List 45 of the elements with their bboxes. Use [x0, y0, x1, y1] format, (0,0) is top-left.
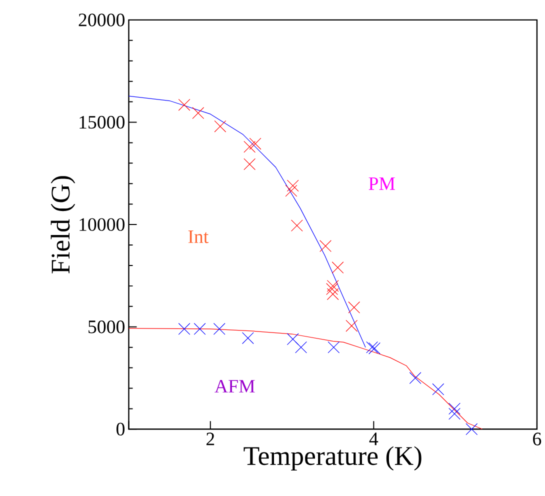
point [409, 372, 422, 384]
point [192, 107, 204, 119]
point [290, 220, 303, 232]
point [448, 408, 460, 420]
point [326, 280, 339, 292]
annotation: Int [188, 230, 209, 244]
x-tick-label: 4 [369, 432, 378, 446]
point [368, 342, 380, 354]
x-tick-label: 2 [206, 432, 214, 446]
point [178, 322, 190, 335]
point [328, 341, 340, 354]
point [286, 333, 299, 346]
point [244, 158, 256, 170]
point [242, 332, 254, 344]
y-tick-label: 15000 [80, 116, 125, 129]
point [432, 383, 444, 396]
point [366, 341, 378, 354]
line-series [128, 96, 366, 348]
point [466, 423, 478, 436]
point [326, 283, 338, 295]
annotation: PM [368, 177, 395, 190]
point [285, 184, 298, 197]
y-tick-label: 0 [116, 422, 125, 436]
point [295, 341, 307, 354]
annotation: AFM [214, 380, 255, 392]
point [249, 138, 262, 150]
point [346, 320, 358, 332]
line-series [128, 328, 483, 430]
point [448, 402, 460, 415]
point [214, 120, 226, 132]
y-tick-label: 20000 [78, 14, 125, 26]
point [244, 140, 256, 153]
point [326, 288, 339, 300]
point [348, 301, 360, 314]
point [286, 180, 299, 192]
y-axis-title: Field (G) [50, 176, 76, 274]
y-tick-label: 10000 [80, 218, 125, 231]
point [332, 262, 344, 274]
point [213, 322, 226, 335]
point [320, 240, 332, 252]
point [178, 98, 190, 111]
x-axis-title: Temperature (K) [244, 446, 422, 471]
point [194, 322, 206, 335]
y-tick-label: 5000 [88, 320, 125, 334]
x-tick-label: 6 [533, 432, 542, 446]
